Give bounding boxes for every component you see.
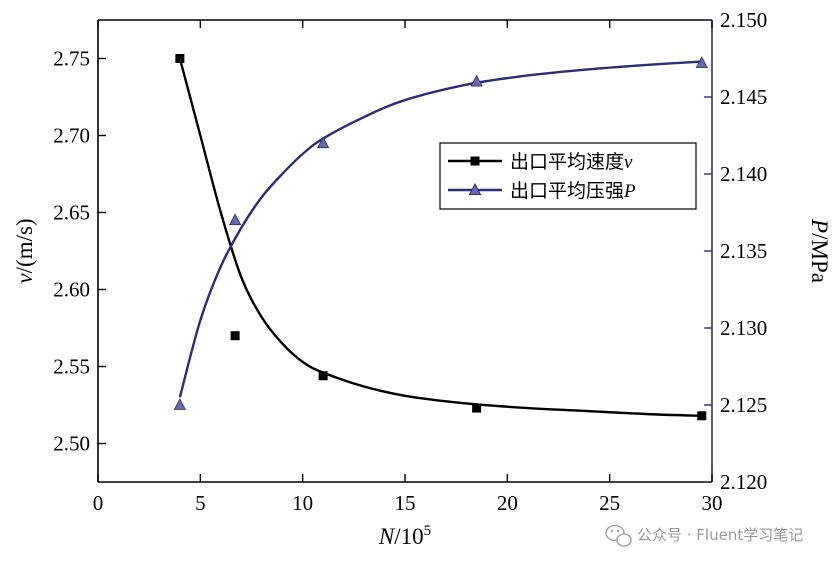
right-y-axis-title-italic: P bbox=[807, 218, 832, 233]
right-y-axis-title-rest: /MPa bbox=[807, 233, 832, 283]
right-y-axis-title: P/MPa bbox=[807, 218, 832, 283]
legend-label-pressure-plain: 出口平均压强 bbox=[510, 180, 624, 202]
left-y-tick-label: 2.60 bbox=[53, 278, 90, 302]
right-y-tick-label: 2.125 bbox=[720, 393, 767, 417]
x-tick-label: 0 bbox=[93, 491, 104, 515]
left-y-tick-label: 2.65 bbox=[53, 201, 90, 225]
pressure-data-point bbox=[228, 213, 242, 226]
left-y-tick-label: 2.50 bbox=[53, 432, 90, 456]
x-tick-label: 10 bbox=[292, 491, 313, 515]
pressure-data-point bbox=[695, 56, 708, 69]
legend-marker-square bbox=[470, 156, 480, 166]
legend-label-velocity: 出口平均速度v bbox=[510, 151, 633, 173]
velocity-data-point bbox=[230, 331, 240, 341]
right-y-tick-label: 2.140 bbox=[720, 162, 767, 186]
left-y-tick-label: 2.75 bbox=[53, 47, 90, 71]
right-y-tick-label: 2.150 bbox=[720, 8, 767, 32]
x-tick-label: 20 bbox=[497, 491, 518, 515]
legend-label-velocity-italic: v bbox=[624, 152, 633, 173]
x-tick-label: 15 bbox=[395, 491, 416, 515]
left-y-axis-ticks: 2.50 2.55 2.60 2.65 2.70 2.75 bbox=[53, 47, 106, 456]
wechat-icon bbox=[605, 524, 632, 547]
pressure-data-point bbox=[173, 398, 187, 410]
legend-marker-triangle bbox=[468, 182, 482, 195]
velocity-data-point bbox=[318, 371, 328, 381]
legend: 出口平均速度v 出口平均压强P bbox=[439, 142, 697, 210]
legend-label-pressure-italic: P bbox=[623, 181, 636, 202]
x-tick-label: 30 bbox=[702, 491, 723, 515]
left-y-axis-title-rest: /(m/s) bbox=[12, 218, 37, 273]
velocity-data-point bbox=[175, 54, 185, 63]
velocity-series-line bbox=[178, 58, 702, 417]
x-axis-title-superscript: 5 bbox=[424, 523, 432, 539]
pressure-series-line bbox=[178, 60, 702, 398]
left-y-axis-title: v/(m/s) bbox=[12, 218, 37, 283]
series-layer bbox=[173, 54, 708, 421]
x-axis-title-rest: /10 bbox=[394, 524, 423, 549]
legend-label-velocity-plain: 出口平均速度 bbox=[510, 151, 624, 173]
watermark-text: 公众号 · Fluent学习笔记 bbox=[637, 526, 803, 544]
legend-label-pressure: 出口平均压强P bbox=[510, 180, 636, 202]
watermark: 公众号 · Fluent学习笔记 bbox=[605, 524, 803, 547]
velocity-data-point bbox=[697, 411, 707, 421]
left-y-tick-label: 2.70 bbox=[53, 124, 90, 148]
x-axis-ticks: 0 5 10 15 20 25 30 bbox=[93, 20, 723, 515]
pressure-data-point bbox=[316, 136, 330, 149]
legend-box bbox=[439, 142, 697, 210]
left-y-axis-title-italic: v bbox=[12, 273, 37, 284]
right-y-tick-label: 2.145 bbox=[720, 85, 767, 109]
right-y-tick-label: 2.135 bbox=[720, 239, 767, 263]
left-y-tick-label: 2.55 bbox=[53, 355, 90, 379]
right-y-axis-ticks: 2.120 2.125 2.130 2.135 2.140 2.145 2.150 bbox=[704, 8, 767, 494]
x-axis-title-italic: N bbox=[378, 524, 396, 549]
pressure-data-point bbox=[470, 74, 483, 87]
x-tick-label: 5 bbox=[195, 491, 206, 515]
x-tick-label: 25 bbox=[599, 491, 620, 515]
velocity-data-point bbox=[472, 403, 482, 413]
x-axis-title: N/105 bbox=[378, 523, 431, 549]
right-y-tick-label: 2.130 bbox=[720, 316, 767, 340]
right-y-tick-label: 2.120 bbox=[720, 470, 767, 494]
